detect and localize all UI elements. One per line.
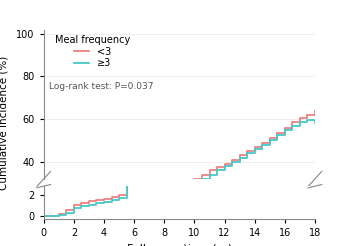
X-axis label: Follow-up time (yr): Follow-up time (yr) — [127, 244, 232, 246]
Legend: <3, ≥3: <3, ≥3 — [54, 34, 131, 69]
Text: Cumulative incidence (%): Cumulative incidence (%) — [0, 56, 8, 190]
Text: Log-rank test: Ρ=0.037: Log-rank test: Ρ=0.037 — [49, 82, 154, 91]
